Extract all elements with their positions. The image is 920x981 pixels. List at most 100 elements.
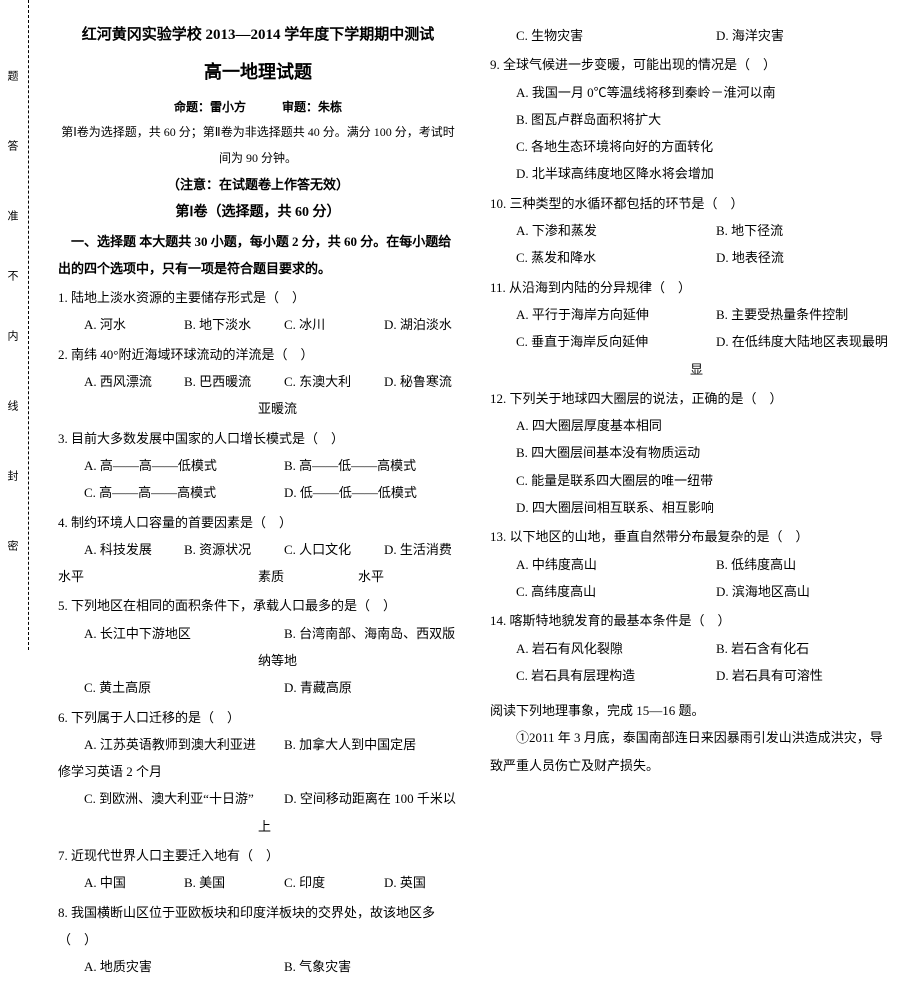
options-row: A. 岩石有风化裂隙B. 岩石含有化石	[490, 635, 890, 662]
question-item: 10. 三种类型的水循环都包括的环节是（ ）A. 下渗和蒸发B. 地下径流C. …	[490, 190, 890, 272]
part-title: 第Ⅰ卷（选择题，共 60 分）	[58, 198, 458, 227]
option-text: B. 图瓦卢群岛面积将扩大	[490, 106, 890, 133]
option-text: B. 台湾南部、海南岛、西双版纳等地	[258, 620, 458, 675]
question-item: 5. 下列地区在相同的面积条件下，承载人口最多的是（ ）A. 长江中下游地区B.…	[58, 592, 458, 701]
question-stem: 12. 下列关于地球四大圈层的说法，正确的是（ ）	[490, 385, 890, 412]
question-stem: 9. 全球气候进一步变暖，可能出现的情况是（ ）	[490, 51, 890, 78]
option-text: C. 各地生态环境将向好的方面转化	[490, 133, 890, 160]
options-row: C. 高——高——高模式D. 低——低——低模式	[58, 479, 458, 506]
option-text: D. 北半球高纬度地区降水将会增加	[490, 160, 890, 187]
margin-mark: 密	[4, 540, 20, 551]
question-stem: 13. 以下地区的山地，垂直自然带分布最复杂的是（ ）	[490, 523, 890, 550]
option-text: A. 岩石有风化裂隙	[490, 635, 690, 662]
margin-mark: 答	[4, 140, 20, 151]
option-text: A. 平行于海岸方向延伸	[490, 301, 690, 328]
options-row: C. 垂直于海岸反向延伸D. 在低纬度大陆地区表现最明显	[490, 328, 890, 383]
option-text: A. 河水	[58, 311, 158, 338]
option-text: C. 东澳大利亚暖流	[258, 368, 358, 423]
options-row: C. 到欧洲、澳大利亚“十日游”D. 空间移动距离在 100 千米以上	[58, 785, 458, 840]
options-row: A. 中纬度高山B. 低纬度高山	[490, 551, 890, 578]
option-text: D. 海洋灾害	[690, 22, 890, 49]
question-stem: 6. 下列属于人口迁移的是（ ）	[58, 704, 458, 731]
margin-mark: 线	[4, 400, 20, 411]
options-row: C. 黄土高原D. 青藏高原	[58, 674, 458, 701]
option-text: B. 资源状况	[158, 536, 258, 591]
options-row: A. 高——高——低模式B. 高——低——高模式	[58, 452, 458, 479]
option-text: C. 到欧洲、澳大利亚“十日游”	[58, 785, 258, 840]
options-row: A. 中国B. 美国C. 印度D. 英国	[58, 869, 458, 896]
option-text: C. 印度	[258, 869, 358, 896]
option-text: C. 高纬度高山	[490, 578, 690, 605]
question-item: 14. 喀斯特地貌发育的最基本条件是（ ）A. 岩石有风化裂隙B. 岩石含有化石…	[490, 607, 890, 689]
option-text: C. 人口文化素质	[258, 536, 358, 591]
notice: （注意：在试题卷上作答无效）	[58, 171, 458, 198]
option-text: D. 青藏高原	[258, 674, 458, 701]
option-text: B. 地下淡水	[158, 311, 258, 338]
option-text: C. 能量是联系四大圈层的唯一纽带	[490, 467, 890, 494]
question-item: 13. 以下地区的山地，垂直自然带分布最复杂的是（ ）A. 中纬度高山B. 低纬…	[490, 523, 890, 605]
question-stem: 4. 制约环境人口容量的首要因素是（ ）	[58, 509, 458, 536]
option-text: C. 高——高——高模式	[58, 479, 258, 506]
reading-block: 阅读下列地理事象，完成 15—16 题。 ①2011 年 3 月底，泰国南部连日…	[490, 697, 890, 779]
option-text: A. 中国	[58, 869, 158, 896]
option-text: D. 地表径流	[690, 244, 890, 271]
option-text: D. 生活消费水平	[358, 536, 458, 591]
question-item: 12. 下列关于地球四大圈层的说法，正确的是（ ）A. 四大圈层厚度基本相同B.…	[490, 385, 890, 521]
question-stem: 7. 近现代世界人口主要迁入地有（ ）	[58, 842, 458, 869]
option-text: D. 空间移动距离在 100 千米以上	[258, 785, 458, 840]
margin-mark: 不	[4, 270, 20, 281]
binding-dashed-line	[28, 0, 29, 650]
right-column: C. 生物灾害 D. 海洋灾害 9. 全球气候进一步变暖，可能出现的情况是（ ）…	[476, 0, 920, 650]
question-item: 7. 近现代世界人口主要迁入地有（ ）A. 中国B. 美国C. 印度D. 英国	[58, 842, 458, 897]
option-text: D. 秘鲁寒流	[358, 368, 458, 423]
school-line: 红河黄冈实验学校 2013—2014 学年度下学期期中测试	[58, 20, 458, 52]
option-text: B. 低纬度高山	[690, 551, 890, 578]
option-text: B. 四大圈层间基本没有物质运动	[490, 439, 890, 466]
option-text: C. 垂直于海岸反向延伸	[490, 328, 690, 383]
option-text: D. 英国	[358, 869, 458, 896]
section-instruction: 一、选择题 本大题共 30 小题，每小题 2 分，共 60 分。在每小题给出的四…	[58, 228, 458, 283]
options-row: A. 长江中下游地区B. 台湾南部、海南岛、西双版纳等地	[58, 620, 458, 675]
question-item: 8. 我国横断山区位于亚欧板块和印度洋板块的交界处，故该地区多（ ）A. 地质灾…	[58, 899, 458, 981]
options-row: A. 地质灾害B. 气象灾害	[58, 953, 458, 980]
margin-mark: 题	[4, 70, 20, 81]
option-text: B. 主要受热量条件控制	[690, 301, 890, 328]
options-row: C. 岩石具有层理构造D. 岩石具有可溶性	[490, 662, 890, 689]
q8-options-cont: C. 生物灾害 D. 海洋灾害	[490, 22, 890, 49]
option-text: A. 四大圈层厚度基本相同	[490, 412, 890, 439]
option-text: A. 我国一月 0℃等温线将移到秦岭－淮河以南	[490, 79, 890, 106]
option-text: B. 岩石含有化石	[690, 635, 890, 662]
option-text: D. 岩石具有可溶性	[690, 662, 890, 689]
question-stem: 8. 我国横断山区位于亚欧板块和印度洋板块的交界处，故该地区多（ ）	[58, 899, 458, 954]
option-text: D. 低——低——低模式	[258, 479, 458, 506]
left-column: 红河黄冈实验学校 2013—2014 学年度下学期期中测试 高一地理试题 命题：…	[40, 0, 476, 650]
option-text: C. 生物灾害	[490, 22, 690, 49]
exam-title: 高一地理试题	[58, 54, 458, 92]
question-stem: 5. 下列地区在相同的面积条件下，承载人口最多的是（ ）	[58, 592, 458, 619]
option-text: A. 西风漂流	[58, 368, 158, 423]
option-text: B. 气象灾害	[258, 953, 458, 980]
option-text: D. 滨海地区高山	[690, 578, 890, 605]
option-text: B. 美国	[158, 869, 258, 896]
options-row: C. 高纬度高山D. 滨海地区高山	[490, 578, 890, 605]
option-text: A. 科技发展水平	[58, 536, 158, 591]
question-stem: 14. 喀斯特地貌发育的最基本条件是（ ）	[490, 607, 890, 634]
options-row: A. 河水B. 地下淡水C. 冰川D. 湖泊淡水	[58, 311, 458, 338]
option-text: C. 冰川	[258, 311, 358, 338]
question-item: 3. 目前大多数发展中国家的人口增长模式是（ ）A. 高——高——低模式B. 高…	[58, 425, 458, 507]
question-stem: 10. 三种类型的水循环都包括的环节是（ ）	[490, 190, 890, 217]
option-text: A. 下渗和蒸发	[490, 217, 690, 244]
option-text: A. 长江中下游地区	[58, 620, 258, 675]
options-row: A. 西风漂流B. 巴西暖流C. 东澳大利亚暖流D. 秘鲁寒流	[58, 368, 458, 423]
option-text: A. 中纬度高山	[490, 551, 690, 578]
score-note: 第Ⅰ卷为选择题，共 60 分；第Ⅱ卷为非选择题共 40 分。满分 100 分，考…	[58, 120, 458, 170]
option-text: D. 在低纬度大陆地区表现最明显	[690, 328, 890, 383]
options-row: A. 平行于海岸方向延伸B. 主要受热量条件控制	[490, 301, 890, 328]
option-text: B. 加拿大人到中国定居	[258, 731, 458, 786]
question-item: 4. 制约环境人口容量的首要因素是（ ）A. 科技发展水平B. 资源状况C. 人…	[58, 509, 458, 591]
option-text: B. 巴西暖流	[158, 368, 258, 423]
option-text: C. 岩石具有层理构造	[490, 662, 690, 689]
options-row: C. 蒸发和降水D. 地表径流	[490, 244, 890, 271]
option-text: B. 地下径流	[690, 217, 890, 244]
option-text: D. 四大圈层间相互联系、相互影响	[490, 494, 890, 521]
